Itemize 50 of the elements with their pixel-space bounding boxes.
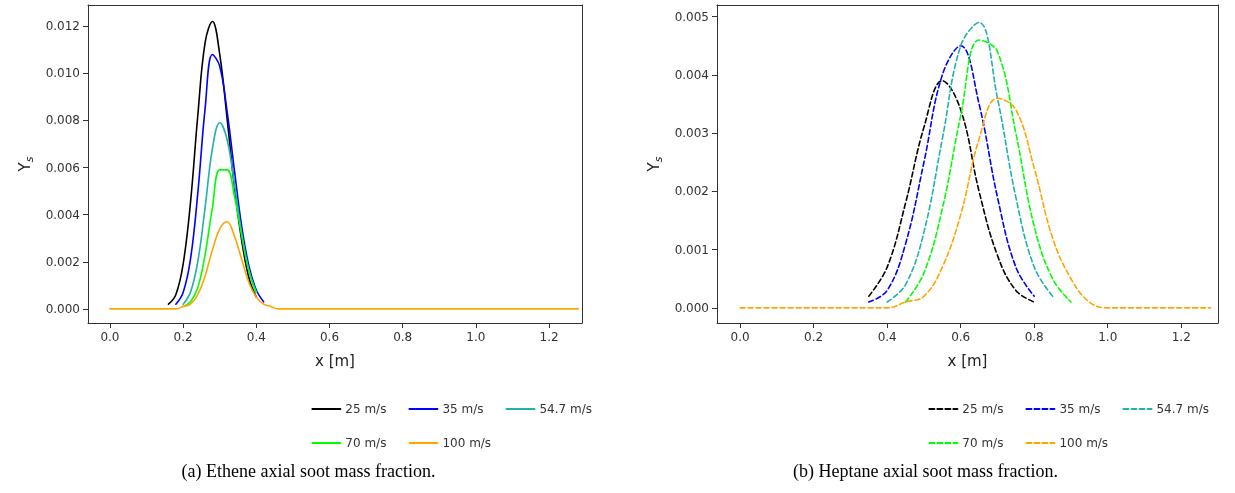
y-tick-label: 0.008 (45, 113, 80, 128)
legend-label: 25 m/s (345, 402, 387, 416)
y-tick-label: 0.000 (674, 300, 709, 315)
line-series (886, 21, 1054, 303)
line-series (904, 39, 1072, 303)
line-series (739, 97, 1212, 309)
x-axis-title: x [m] (315, 351, 355, 370)
legend-label: 100 m/s (442, 436, 492, 450)
y-tick-label: 0.000 (45, 301, 80, 316)
legend-label: 35 m/s (1059, 402, 1101, 416)
x-tick-label: 0.0 (100, 330, 120, 344)
y-tick-label: 0.010 (45, 66, 80, 81)
line-series (167, 20, 258, 305)
line-series (175, 53, 265, 305)
x-tick-label: 0.4 (877, 330, 897, 344)
legend-label: 100 m/s (1059, 436, 1109, 450)
legend-label: 54.7 m/s (1156, 402, 1210, 416)
legend-label: 54.7 m/s (539, 402, 593, 416)
y-tick-label: 0.004 (674, 67, 709, 82)
y-tick-label: 0.001 (674, 242, 709, 257)
y-tick-label: 0.006 (45, 160, 80, 175)
legend-label: 70 m/s (962, 436, 1004, 450)
line-series (109, 220, 580, 310)
x-tick-label: 0.8 (393, 330, 413, 344)
y-tick-label: 0.002 (674, 184, 709, 199)
x-tick-label: 1.2 (539, 330, 559, 344)
x-tick-label: 0.0 (730, 330, 750, 344)
y-tick-label: 0.003 (674, 126, 709, 141)
x-tick-label: 0.8 (1024, 330, 1044, 344)
x-tick-label: 0.2 (804, 330, 824, 344)
x-tick-label: 0.2 (173, 330, 193, 344)
line-series (182, 169, 258, 308)
legend-label: 25 m/s (962, 402, 1004, 416)
x-tick-label: 1.0 (1098, 330, 1118, 344)
y-tick-label: 0.002 (45, 254, 80, 269)
y-tick-label: 0.005 (674, 9, 709, 24)
y-tick-label: 0.012 (45, 19, 80, 34)
y-tick-label: 0.004 (45, 207, 80, 222)
legend-label: 35 m/s (442, 402, 484, 416)
x-tick-label: 0.6 (951, 330, 971, 344)
x-tick-label: 1.2 (1171, 330, 1191, 344)
y-axis-title: Ys (645, 156, 665, 173)
x-tick-label: 0.4 (246, 330, 266, 344)
text: (a) Ethene axial soot mass fraction. (181, 461, 436, 482)
x-tick-label: 0.6 (319, 330, 340, 344)
y-axis-title: Ys (16, 156, 36, 173)
x-axis-title: x [m] (947, 351, 988, 370)
x-tick-label: 1.0 (466, 330, 486, 344)
text: (b) Heptane axial soot mass fraction. (793, 461, 1058, 482)
legend-label: 70 m/s (345, 436, 387, 450)
